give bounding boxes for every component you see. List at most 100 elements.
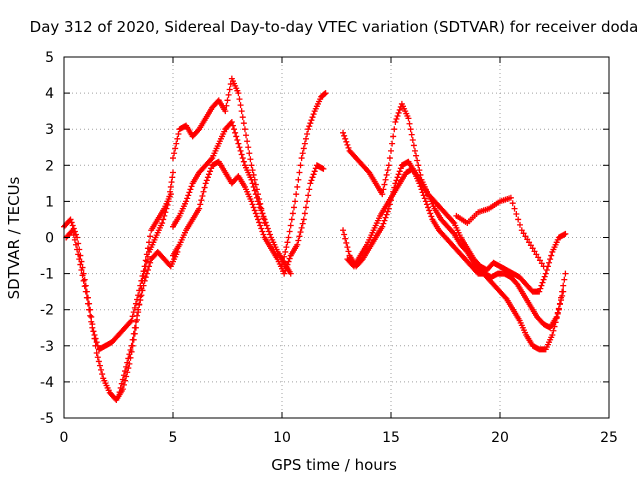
data-point (279, 263, 285, 270)
data-point (511, 205, 518, 212)
data-point (560, 282, 567, 289)
data-point (299, 220, 306, 227)
data-point (410, 142, 417, 149)
data-point (562, 230, 569, 237)
data-point (522, 233, 529, 240)
data-point (160, 216, 167, 223)
data-point (281, 270, 288, 277)
series-7 (279, 90, 329, 270)
data-point (172, 145, 179, 152)
data-point (394, 174, 401, 181)
data-point (420, 192, 427, 199)
data-point (297, 162, 304, 169)
data-point (300, 216, 307, 223)
data-point (393, 115, 400, 122)
data-point (253, 213, 260, 220)
data-point (143, 270, 150, 277)
data-point (84, 300, 91, 307)
data-point (143, 258, 150, 265)
data-point (409, 137, 416, 144)
data-point (188, 183, 195, 190)
data-point (322, 90, 329, 97)
data-point (282, 248, 289, 255)
data-point (252, 210, 259, 217)
data-point (237, 102, 244, 109)
data-point (99, 371, 106, 378)
data-point (116, 389, 123, 396)
data-point (554, 309, 561, 316)
data-point (283, 264, 290, 271)
data-point (98, 366, 105, 373)
data-point (380, 220, 387, 227)
data-point (90, 328, 97, 335)
data-point (309, 114, 316, 121)
data-point (295, 237, 302, 244)
data-point (426, 207, 433, 214)
data-point (207, 168, 214, 175)
data-point (536, 257, 543, 264)
data-point (413, 152, 420, 159)
data-point (223, 102, 230, 109)
data-point (524, 236, 531, 243)
data-point (238, 151, 245, 158)
data-point (546, 259, 553, 266)
data-point (296, 233, 303, 240)
data-point (294, 241, 301, 248)
data-point (289, 210, 296, 217)
data-point (405, 115, 412, 122)
data-point (243, 132, 250, 139)
data-point (259, 228, 266, 235)
data-point (96, 362, 103, 369)
y-tick-label: 3 (45, 122, 54, 138)
data-point (259, 210, 266, 217)
data-point (287, 270, 294, 277)
data-point (308, 117, 315, 124)
data-point (134, 312, 141, 319)
data-point (75, 251, 82, 258)
data-point (146, 239, 153, 246)
data-point (83, 294, 90, 301)
data-point (540, 263, 547, 270)
data-point (203, 177, 210, 184)
data-point (138, 292, 145, 299)
data-point (388, 147, 394, 154)
x-tick-label: 15 (382, 430, 400, 446)
data-point (257, 222, 264, 229)
data-point (513, 280, 520, 287)
data-point (392, 118, 399, 125)
data-point (380, 186, 387, 193)
data-point (68, 219, 75, 226)
data-point (308, 177, 315, 184)
data-point (240, 120, 247, 127)
series-4 (170, 75, 268, 227)
chart-title: Day 312 of 2020, Sidereal Day-to-day VTE… (30, 18, 639, 36)
data-point (302, 135, 309, 142)
data-point (244, 138, 251, 145)
data-point (249, 180, 256, 187)
data-point (463, 247, 470, 254)
data-point (555, 305, 562, 312)
data-point (520, 230, 527, 237)
data-point (79, 272, 86, 279)
data-point (253, 194, 260, 201)
data-point (553, 313, 560, 320)
data-point (68, 228, 75, 235)
data-point (248, 198, 255, 205)
data-point (115, 393, 122, 400)
data-point (416, 167, 423, 174)
data-point (132, 300, 139, 307)
data-point (196, 205, 203, 212)
data-point (129, 336, 136, 343)
data-point (267, 231, 274, 238)
data-point (255, 216, 262, 223)
series-10 (344, 165, 567, 331)
data-point (185, 192, 192, 199)
data-point (292, 198, 299, 205)
data-point (560, 288, 567, 295)
x-tick-label: 5 (169, 430, 178, 446)
data-point (507, 194, 514, 201)
data-point (139, 273, 146, 280)
data-point (282, 267, 289, 274)
data-point (309, 174, 316, 181)
